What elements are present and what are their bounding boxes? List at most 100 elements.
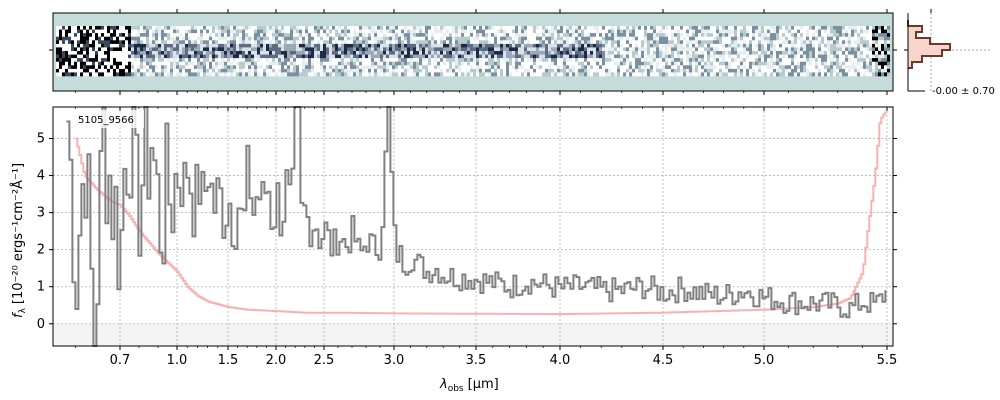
p2d-pixel: [614, 33, 617, 37]
p2d-pixel: [551, 40, 554, 45]
p2d-pixel: [413, 58, 416, 62]
p2d-pixel: [530, 47, 533, 52]
p2d-pixel: [374, 33, 377, 37]
p2d-pixel: [110, 68, 113, 73]
p2d-pixel: [470, 54, 473, 59]
p2d-pixel: [755, 40, 758, 45]
p2d-pixel: [332, 68, 335, 73]
p2d-pixel: [656, 40, 659, 45]
p2d-pixel: [821, 68, 824, 73]
p2d-pixel: [875, 47, 878, 52]
p2d-pixel: [77, 61, 80, 66]
p2d-pixel: [503, 68, 506, 73]
p2d-pixel: [149, 58, 152, 62]
p2d-pixel: [659, 54, 662, 59]
p2d-pixel: [389, 68, 392, 73]
p2d-pixel: [128, 33, 131, 37]
p2d-pixel: [572, 61, 575, 66]
p2d-pixel: [392, 61, 395, 66]
p2d-pixel: [479, 72, 482, 77]
p2d-pixel: [284, 33, 287, 37]
p2d-pixel: [86, 68, 89, 73]
p2d-pixel: [503, 65, 506, 70]
p2d-pixel: [194, 29, 197, 34]
p2d-pixel: [230, 72, 233, 77]
p2d-pixel: [719, 54, 722, 59]
p2d-pixel: [83, 29, 86, 34]
p2d-pixel: [671, 61, 674, 66]
p2d-pixel: [848, 47, 851, 52]
p2d-pixel: [317, 40, 320, 45]
p2d-pixel: [527, 58, 530, 62]
p2d-pixel: [758, 72, 761, 77]
p2d-pixel: [875, 43, 878, 48]
p2d-pixel: [365, 61, 368, 66]
p2d-pixel: [197, 26, 200, 30]
p2d-pixel: [452, 29, 455, 34]
p2d-pixel: [356, 72, 359, 77]
p2d-pixel: [119, 68, 122, 73]
p2d-pixel: [275, 54, 278, 59]
p2d-pixel: [818, 61, 821, 66]
p2d-pixel: [278, 43, 281, 48]
p2d-pixel: [425, 26, 428, 30]
p2d-pixel: [536, 58, 539, 62]
p2d-pixel: [743, 26, 746, 30]
p2d-pixel: [629, 51, 632, 55]
p2d-pixel: [440, 43, 443, 48]
p2d-pixel: [434, 58, 437, 62]
p2d-pixel: [761, 58, 764, 62]
p2d-pixel: [167, 51, 170, 55]
p2d-pixel: [179, 51, 182, 55]
p2d-pixel: [95, 61, 98, 66]
p2d-pixel: [104, 65, 107, 70]
p2d-pixel: [221, 51, 224, 55]
p2d-pixel: [857, 72, 860, 77]
p2d-pixel: [245, 65, 248, 70]
p2d-pixel: [524, 29, 527, 34]
p2d-pixel: [569, 29, 572, 34]
p2d-pixel: [740, 65, 743, 70]
p2d-pixel: [257, 29, 260, 34]
p2d-pixel: [740, 33, 743, 37]
p2d-pixel: [500, 61, 503, 66]
p2d-pixel: [476, 40, 479, 45]
p2d-pixel: [272, 36, 275, 41]
p2d-pixel: [611, 68, 614, 73]
p2d-pixel: [269, 51, 272, 55]
p2d-pixel: [404, 43, 407, 48]
p2d-pixel: [815, 47, 818, 52]
p2d-pixel: [314, 58, 317, 62]
p2d-pixel: [161, 36, 164, 41]
p2d-pixel: [167, 26, 170, 30]
p2d-pixel: [383, 58, 386, 62]
p2d-pixel: [566, 47, 569, 52]
p2d-pixel: [287, 58, 290, 62]
p2d-pixel: [794, 68, 797, 73]
p2d-pixel: [539, 29, 542, 34]
p2d-pixel: [107, 29, 110, 34]
p2d-pixel: [620, 68, 623, 73]
p2d-pixel: [743, 72, 746, 77]
p2d-pixel: [329, 61, 332, 66]
p2d-pixel: [782, 43, 785, 48]
p2d-pixel: [74, 58, 77, 62]
p2d-pixel: [347, 36, 350, 41]
p2d-pixel: [401, 61, 404, 66]
p2d-pixel: [458, 26, 461, 30]
p2d-pixel: [182, 68, 185, 73]
p2d-pixel: [830, 68, 833, 73]
p2d-pixel: [83, 40, 86, 45]
p2d-pixel: [170, 36, 173, 41]
p2d-pixel: [596, 58, 599, 62]
p2d-pixel: [98, 65, 101, 70]
p2d-pixel: [635, 29, 638, 34]
p2d-pixel: [881, 58, 884, 62]
p2d-pixel: [443, 58, 446, 62]
p2d-pixel: [728, 29, 731, 34]
p2d-pixel: [416, 65, 419, 70]
p2d-pixel: [95, 47, 98, 52]
p2d-pixel: [92, 47, 95, 52]
p2d-pixel: [671, 26, 674, 30]
p2d-pixel: [440, 58, 443, 62]
